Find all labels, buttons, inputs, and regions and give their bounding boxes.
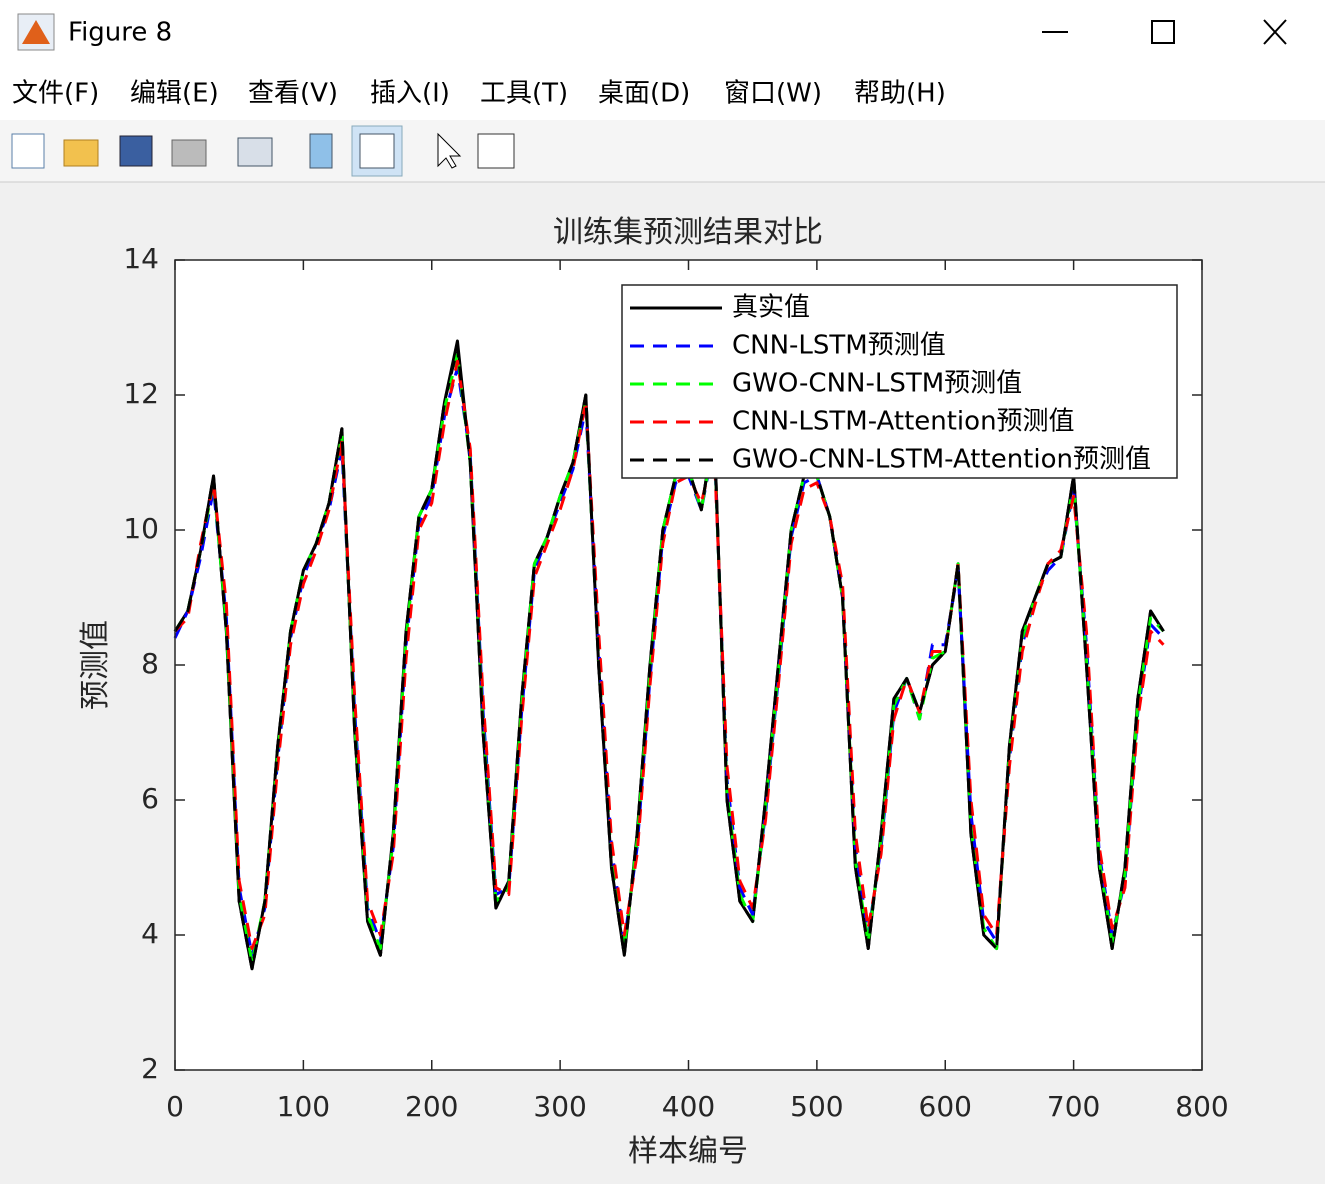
legend-label: GWO-CNN-LSTM-Attention预测值 (732, 445, 1151, 475)
y-tick-label: 14 (123, 242, 159, 275)
x-tick-label: 200 (405, 1090, 458, 1123)
menu-item[interactable]: 工具(T) (480, 79, 568, 109)
legend-label: GWO-CNN-LSTM预测值 (732, 369, 1022, 399)
x-tick-label: 100 (277, 1090, 330, 1123)
x-tick-label: 600 (919, 1090, 972, 1123)
menu-item[interactable]: 帮助(H) (854, 79, 946, 109)
chart-title: 训练集预测结果对比 (553, 215, 823, 250)
legend-box (621, 284, 1178, 479)
x-tick-label: 500 (790, 1090, 843, 1123)
window-title: Figure 8 (68, 18, 172, 48)
app-icon-shape (22, 20, 50, 44)
menu-bar (0, 66, 1325, 120)
tool-print[interactable] (171, 139, 207, 167)
y-tick-label: 8 (141, 647, 159, 680)
x-axis-label: 样本编号 (628, 1134, 748, 1169)
tool-new[interactable] (11, 133, 45, 169)
tool-colorbar[interactable] (309, 133, 333, 169)
y-tick-label: 2 (141, 1052, 159, 1085)
menu-item[interactable]: 文件(F) (12, 79, 99, 109)
y-tick-label: 12 (123, 377, 159, 410)
menu-item[interactable]: 桌面(D) (598, 79, 690, 109)
tool-pointer[interactable] (437, 132, 462, 169)
legend-label: 真实值 (732, 293, 810, 323)
toolbar-icons (11, 125, 515, 177)
menu-item[interactable]: 窗口(W) (724, 79, 822, 109)
menu-item[interactable]: 查看(V) (248, 79, 338, 109)
maximize-button[interactable] (1151, 20, 1175, 44)
tool-property[interactable] (477, 133, 515, 169)
legend-label: CNN-LSTM预测值 (732, 331, 946, 361)
y-tick-label: 10 (123, 512, 159, 545)
series-line (173, 346, 1165, 971)
tool-link[interactable] (237, 137, 273, 167)
x-tick-label: 300 (533, 1090, 586, 1123)
x-tick-label: 400 (662, 1090, 715, 1123)
y-tick-label: 6 (141, 782, 159, 815)
x-tick-label: 700 (1047, 1090, 1100, 1123)
x-tick-label: 800 (1175, 1090, 1228, 1123)
y-axis-label: 预测值 (78, 620, 113, 710)
toolbar (0, 120, 1325, 182)
tool-open[interactable] (63, 139, 99, 167)
menu-item[interactable]: 编辑(E) (130, 79, 219, 109)
tool-save[interactable] (119, 135, 153, 167)
title-bar (0, 0, 1325, 66)
close-button[interactable] (1263, 19, 1287, 45)
x-tick-label: 0 (166, 1090, 184, 1123)
legend-label: CNN-LSTM-Attention预测值 (732, 407, 1075, 437)
y-tick-label: 4 (141, 917, 159, 950)
tool-legend-icon (359, 133, 395, 169)
menu-item[interactable]: 插入(I) (370, 79, 450, 109)
